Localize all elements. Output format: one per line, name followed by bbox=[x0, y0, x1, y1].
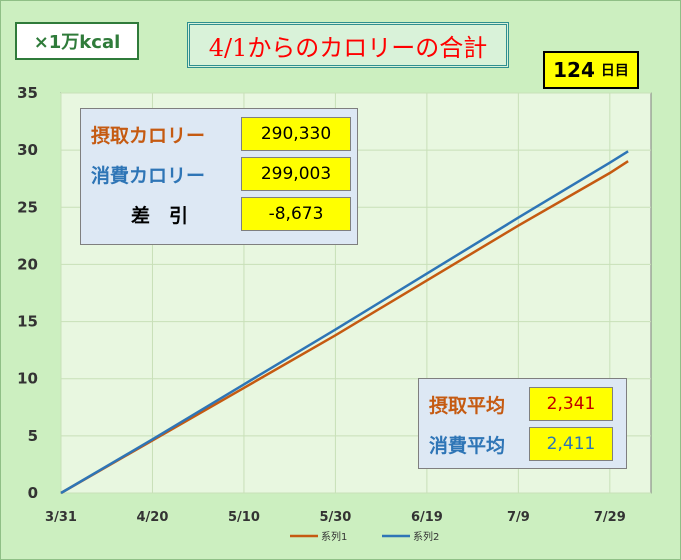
series-line-1 bbox=[60, 160, 629, 495]
unit-label: ×1万kcal bbox=[15, 22, 139, 60]
days-count: 124 bbox=[553, 58, 595, 82]
intake-average-row: 摂取平均 2,341 bbox=[429, 387, 613, 421]
series-line-2 bbox=[60, 150, 629, 495]
y-tick-label: 25 bbox=[17, 198, 38, 216]
burned-average-row: 消費平均 2,411 bbox=[429, 427, 613, 461]
calorie-totals-panel: 摂取カロリー 290,330 消費カロリー 299,003 差 引 -8,673 bbox=[80, 108, 358, 245]
difference-value: -8,673 bbox=[241, 197, 351, 231]
chart-title: 4/1からのカロリーの合計 bbox=[187, 22, 509, 68]
x-tick-label: 6/19 bbox=[411, 510, 443, 525]
x-tick-label: 3/31 bbox=[45, 510, 77, 525]
intake-average-label: 摂取平均 bbox=[429, 394, 506, 417]
burned-row: 消費カロリー 299,003 bbox=[91, 157, 351, 191]
x-tick-label: 7/9 bbox=[507, 510, 530, 525]
x-tick-label: 7/29 bbox=[594, 510, 626, 525]
burned-label: 消費カロリー bbox=[91, 164, 206, 187]
burned-value: 299,003 bbox=[241, 157, 351, 191]
y-tick-label: 20 bbox=[17, 255, 38, 273]
days-badge: 124 日目 bbox=[543, 51, 639, 89]
y-tick-label: 10 bbox=[17, 370, 38, 388]
y-tick-label: 35 bbox=[17, 84, 38, 102]
y-tick-label: 15 bbox=[17, 313, 38, 331]
x-tick-label: 5/10 bbox=[228, 510, 260, 525]
intake-label: 摂取カロリー bbox=[91, 124, 206, 147]
difference-label: 差 引 bbox=[131, 204, 189, 227]
x-tick-label: 4/20 bbox=[137, 510, 169, 525]
x-tick-label: 5/30 bbox=[319, 510, 351, 525]
burned-average-value: 2,411 bbox=[529, 427, 613, 461]
y-axis: 0 5 10 15 20 25 30 35 bbox=[17, 84, 38, 502]
legend-label: 系列2 bbox=[413, 530, 439, 543]
intake-row: 摂取カロリー 290,330 bbox=[91, 117, 351, 151]
burned-average-label: 消費平均 bbox=[429, 434, 506, 457]
intake-value: 290,330 bbox=[241, 117, 351, 151]
intake-average-value: 2,341 bbox=[529, 387, 613, 421]
averages-panel: 摂取平均 2,341 消費平均 2,411 bbox=[418, 378, 627, 469]
y-tick-label: 5 bbox=[28, 427, 38, 445]
legend: 系列1 系列2 bbox=[290, 530, 439, 543]
y-tick-label: 0 bbox=[28, 484, 38, 502]
series-lines bbox=[60, 150, 629, 495]
legend-label: 系列1 bbox=[321, 530, 347, 543]
x-axis: 3/31 4/20 5/10 5/30 6/19 7/9 7/29 bbox=[45, 510, 626, 525]
days-unit: 日目 bbox=[600, 63, 629, 79]
difference-row: 差 引 -8,673 bbox=[91, 197, 351, 231]
y-tick-label: 30 bbox=[17, 141, 38, 159]
